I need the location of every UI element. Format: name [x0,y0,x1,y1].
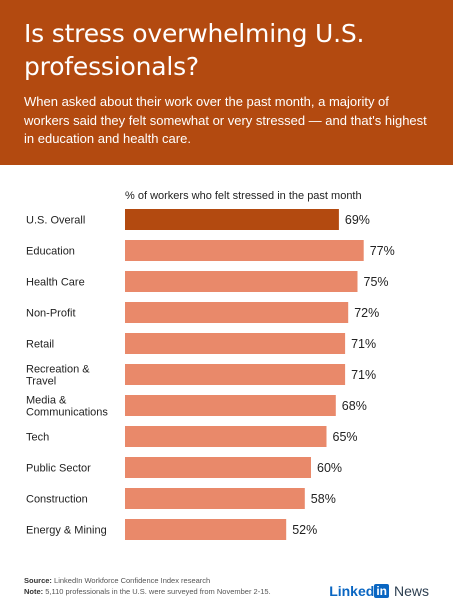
chart-title: % of workers who felt stressed in the pa… [125,190,362,202]
category-label-0: U.S. Overall [26,215,85,227]
value-label-1: 77% [370,244,395,258]
value-label-4: 71% [351,337,376,351]
value-label-3: 72% [354,306,379,320]
value-label-5: 71% [351,368,376,382]
source-label: Source: [24,576,52,585]
bar-5 [125,364,346,385]
brand-in-box: in [374,584,389,598]
category-label-7: Tech [26,432,49,444]
brand-linked: Linked [329,583,375,599]
category-label-5: Recreation & Travel [26,364,90,388]
value-label-6: 68% [342,399,367,413]
header-banner: Is stress overwhelming U.S. professional… [0,0,453,165]
category-label-8: Public Sector [26,463,91,475]
category-label-2: Health Care [26,277,85,289]
bar-6 [125,395,336,416]
value-label-10: 52% [292,523,317,537]
note-text: 5,110 professionals in the U.S. were sur… [45,587,271,596]
value-label-0: 69% [345,213,370,227]
category-label-10: Energy & Mining [26,525,107,537]
category-label-1: Education [26,246,75,258]
linkedin-news-logo: Linked in News [329,583,429,599]
bar-2 [125,271,358,292]
value-label-7: 65% [333,430,358,444]
category-label-9: Construction [26,494,88,506]
source-line: Source: LinkedIn Workforce Confidence In… [24,575,271,586]
note-line: Note: 5,110 professionals in the U.S. we… [24,586,271,597]
brand-news: News [393,583,429,599]
value-label-2: 75% [364,275,389,289]
page-title: Is stress overwhelming U.S. professional… [24,19,365,81]
value-label-9: 58% [311,492,336,506]
category-label-4: Retail [26,339,54,351]
bar-7 [125,426,327,447]
source-text: LinkedIn Workforce Confidence Index rese… [54,576,211,585]
value-label-8: 60% [317,461,342,475]
bar-1 [125,240,364,261]
bar-9 [125,488,305,509]
footer-notes: Source: LinkedIn Workforce Confidence In… [24,575,271,597]
page-subtitle: When asked about their work over the pas… [24,94,427,146]
category-label-3: Non-Profit [26,308,76,320]
category-label-6: Media & Communications [26,395,108,419]
bar-8 [125,457,311,478]
note-label: Note: [24,587,44,596]
bar-4 [125,333,346,354]
bar-0 [125,209,339,230]
bar-3 [125,302,349,323]
bar-10 [125,519,287,540]
